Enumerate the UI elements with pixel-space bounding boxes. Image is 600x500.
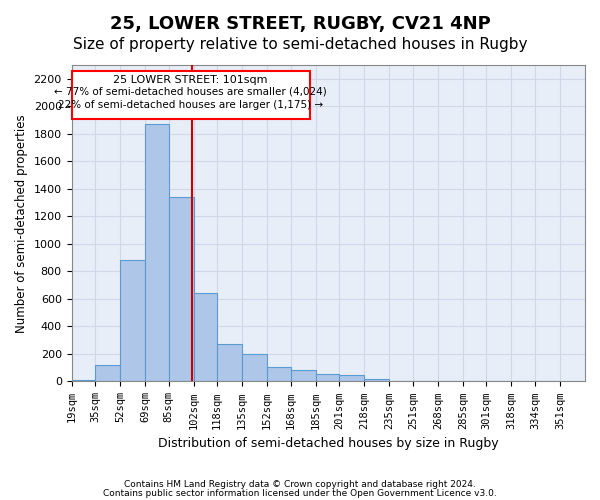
Bar <box>267 367 291 382</box>
Text: Size of property relative to semi-detached houses in Rugby: Size of property relative to semi-detach… <box>73 38 527 52</box>
X-axis label: Distribution of semi-detached houses by size in Rugby: Distribution of semi-detached houses by … <box>158 437 499 450</box>
Text: ← 77% of semi-detached houses are smaller (4,024): ← 77% of semi-detached houses are smalle… <box>55 86 327 97</box>
Bar <box>316 374 339 382</box>
Bar <box>217 344 242 382</box>
Text: 25, LOWER STREET, RUGBY, CV21 4NP: 25, LOWER STREET, RUGBY, CV21 4NP <box>110 15 490 33</box>
Text: Contains HM Land Registry data © Crown copyright and database right 2024.: Contains HM Land Registry data © Crown c… <box>124 480 476 489</box>
Bar <box>95 365 120 382</box>
Bar <box>120 260 145 382</box>
Text: Contains public sector information licensed under the Open Government Licence v3: Contains public sector information licen… <box>103 488 497 498</box>
Text: 25 LOWER STREET: 101sqm: 25 LOWER STREET: 101sqm <box>113 76 268 86</box>
Bar <box>339 374 364 382</box>
Bar <box>389 381 413 382</box>
Bar <box>291 370 316 382</box>
Y-axis label: Number of semi-detached properties: Number of semi-detached properties <box>15 114 28 332</box>
Text: 22% of semi-detached houses are larger (1,175) →: 22% of semi-detached houses are larger (… <box>58 100 323 110</box>
Bar <box>463 381 487 382</box>
Bar <box>364 378 389 382</box>
Bar <box>145 124 169 382</box>
Bar <box>194 294 217 382</box>
Bar <box>242 354 267 382</box>
FancyBboxPatch shape <box>71 71 310 118</box>
Bar <box>169 197 194 382</box>
Bar <box>71 380 95 382</box>
